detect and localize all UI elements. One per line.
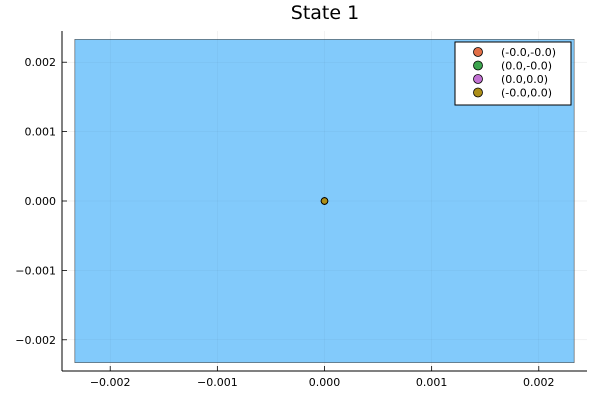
data-point-series-4 [320,197,329,205]
y-tick-label: 0.000 [25,195,57,208]
legend-label: (-0.0,0.0) [501,87,552,100]
y-tick-label: −0.002 [15,334,56,347]
x-tick-label: 0.001 [416,376,448,389]
y-tick-label: −0.001 [15,264,56,277]
legend-marker [473,87,483,98]
legend-marker [473,60,483,71]
x-tick-label: −0.002 [90,376,131,389]
legend-marker [473,47,483,57]
y-tick-label: 0.002 [25,56,57,69]
y-tick-label: 0.001 [25,126,57,139]
plot-area: −0.002 −0.001 0.000 0.001 0.002 −0.002 −0.001 0… [15,31,587,389]
legend-marker [473,74,483,84]
legend-label: (-0.0,-0.0) [501,46,556,59]
legend-label: (0.0,0.0) [501,73,548,86]
legend: (-0.0,-0.0)(0.0,-0.0)(0.0,0.0)(-0.0,0.0) [454,41,572,106]
legend-label: (0.0,-0.0) [501,60,552,73]
chart-title: State 1 [291,2,359,24]
x-tick-label: 0.000 [309,376,341,389]
x-tick-label: −0.001 [197,376,238,389]
x-tick-label: 0.002 [523,376,555,389]
